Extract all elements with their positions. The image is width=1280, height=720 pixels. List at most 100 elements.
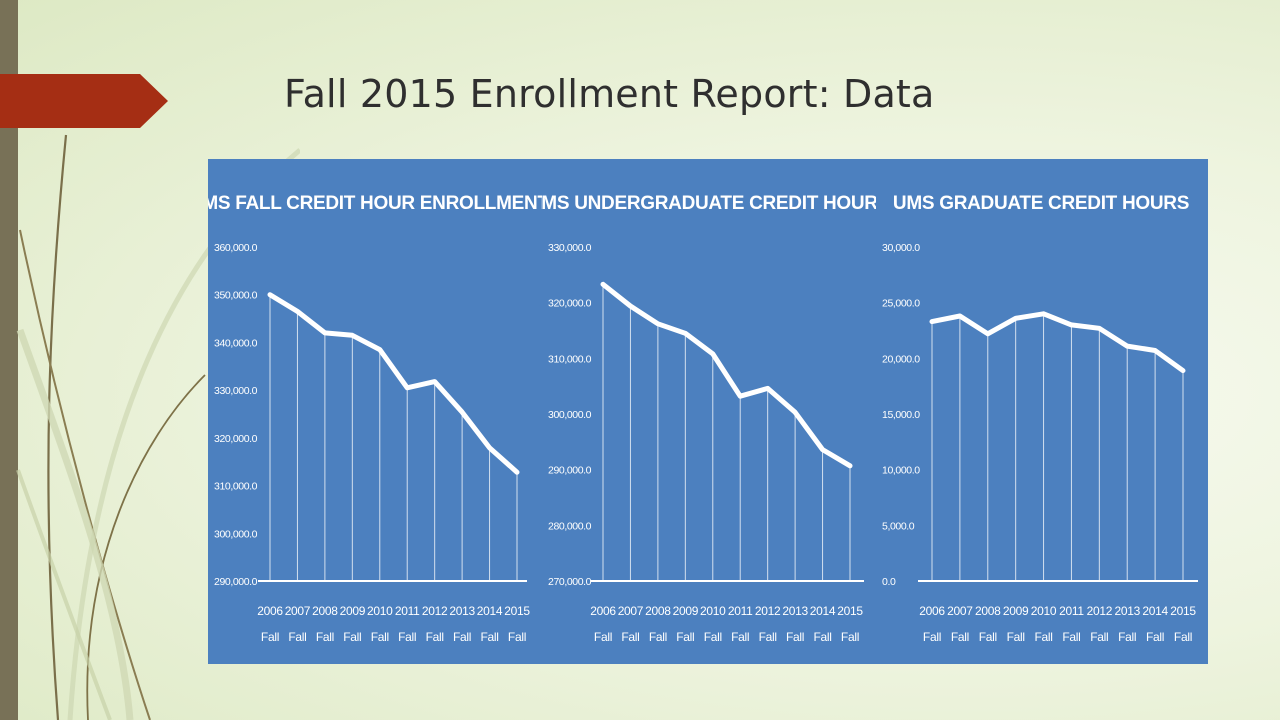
grad-series-line [929,311,1186,374]
total-y-tick-label: 350,000.0 [214,290,258,302]
grad-y-tick-label: 0.0 [882,576,896,588]
undergrad-x-tick-year: 2014 [810,604,836,618]
total-data-point [268,293,272,297]
undergrad-y-tick-label: 290,000.0 [548,465,592,477]
undergrad-y-tick-label: 310,000.0 [548,353,592,365]
grad-x-tick-year: 2015 [1170,604,1196,618]
grad-data-point [1181,369,1185,373]
total-x-tick-year: 2006 [257,604,283,618]
total-credit-hours-chart: UMS FALL CREDIT HOUR ENROLLMENTS 360,000.… [208,193,542,644]
grad-x-tick-term: Fall [1146,630,1164,644]
undergrad-x-tick-year: 2011 [728,604,753,618]
total-y-tick-label: 310,000.0 [214,481,258,493]
grad-data-point [1014,316,1018,320]
undergrad-x-tick-term: Fall [676,630,694,644]
total-x-tick-term: Fall [343,630,361,644]
undergrad-x-tick-term: Fall [731,630,749,644]
undergrad-x-tick-term: Fall [841,630,859,644]
grad-data-point [1097,326,1101,330]
undergrad-series-line [600,281,853,469]
total-x-tick-term: Fall [426,630,444,644]
total-x-tick-year: 2010 [367,604,393,618]
undergrad-x-tick-year: 2006 [590,604,616,618]
grad-x-tick-term: Fall [1090,630,1108,644]
grad-data-point [930,320,934,324]
undergrad-y-tick-label: 330,000.0 [548,242,592,254]
undergrad-x-tick-year: 2008 [645,604,671,618]
grad-x-tick-year: 2008 [975,604,1001,618]
grad-data-point [1042,312,1046,316]
total-data-point [433,380,437,384]
undergrad-data-point [628,304,632,308]
grad-x-tick-year: 2009 [1003,604,1029,618]
undergraduate-credit-hours-chart: UMS UNDERGRADUATE CREDIT HOURS 330,000.0 3… [542,193,876,644]
total-x-tick-year: 2008 [312,604,338,618]
grad-x-tick-term: Fall [951,630,969,644]
undergrad-x-tick-year: 2009 [673,604,699,618]
grad-data-point [1069,323,1073,327]
total-x-tick-year: 2012 [422,604,448,618]
total-y-tick-label: 360,000.0 [214,242,258,254]
total-data-point [488,446,492,450]
total-x-tick-term: Fall [261,630,279,644]
total-data-point [460,410,464,414]
total-data-point [323,331,327,335]
total-x-tick-term: Fall [288,630,306,644]
grad-y-tick-label: 15,000.0 [882,409,920,421]
undergrad-x-tick-term: Fall [594,630,612,644]
undergrad-data-point [766,386,770,390]
undergrad-x-tick-term: Fall [704,630,722,644]
grad-x-tick-term: Fall [1118,630,1136,644]
total-x-tick-term: Fall [371,630,389,644]
grad-data-point [1125,344,1129,348]
grad-x-tick-year: 2010 [1031,604,1057,618]
total-chart-title: UMS FALL CREDIT HOUR ENROLLMENTS [208,193,542,214]
undergrad-x-tick-term: Fall [649,630,667,644]
chart-panel-graduate: UMS GRADUATE CREDIT HOURS 30,000.0 25,000.… [876,159,1208,664]
grad-y-tick-label: 5,000.0 [882,520,915,532]
total-y-tick-label: 300,000.0 [214,528,258,540]
undergrad-chart-title: UMS UNDERGRADUATE CREDIT HOURS [542,193,876,214]
undergrad-data-point [821,448,825,452]
grad-chart-title: UMS GRADUATE CREDIT HOURS [893,193,1189,214]
chart-panel-total: UMS FALL CREDIT HOUR ENROLLMENTS 360,000.… [208,159,542,664]
grad-x-tick-year: 2012 [1087,604,1113,618]
slide-title: Fall 2015 Enrollment Report: Data [284,72,935,116]
grad-data-point [986,332,990,336]
total-data-point [378,348,382,352]
title-accent-arrow [0,74,168,128]
undergrad-data-point [601,282,605,286]
undergrad-x-tick-term: Fall [813,630,831,644]
total-y-tick-label: 290,000.0 [214,576,258,588]
undergrad-y-tick-label: 320,000.0 [548,298,592,310]
total-x-tick-year: 2007 [285,604,311,618]
total-y-tick-label: 320,000.0 [214,433,258,445]
total-data-point [295,309,299,313]
undergrad-x-tick-term: Fall [759,630,777,644]
grad-x-tick-year: 2011 [1059,604,1084,618]
undergrad-data-point [683,331,687,335]
grad-data-point [1153,349,1157,353]
total-x-tick-term: Fall [480,630,498,644]
total-data-point [405,386,409,390]
grad-y-tick-label: 20,000.0 [882,353,920,365]
total-x-tick-year: 2011 [395,604,420,618]
undergrad-data-point [738,394,742,398]
total-x-tick-year: 2009 [340,604,366,618]
grad-x-tick-term: Fall [1007,630,1025,644]
left-accent-bar [0,0,18,720]
undergrad-x-tick-year: 2007 [618,604,644,618]
undergrad-data-point [793,410,797,414]
undergrad-y-tick-label: 280,000.0 [548,520,592,532]
grad-y-tick-label: 25,000.0 [882,298,920,310]
grad-x-tick-year: 2014 [1142,604,1168,618]
total-x-tick-year: 2013 [449,604,475,618]
undergrad-y-tick-label: 300,000.0 [548,409,592,421]
total-data-point [350,333,354,337]
undergrad-x-tick-year: 2010 [700,604,726,618]
total-x-tick-year: 2015 [504,604,530,618]
total-x-tick-term: Fall [316,630,334,644]
grad-x-tick-term: Fall [923,630,941,644]
grad-x-tick-year: 2007 [947,604,973,618]
undergrad-x-tick-year: 2013 [782,604,808,618]
